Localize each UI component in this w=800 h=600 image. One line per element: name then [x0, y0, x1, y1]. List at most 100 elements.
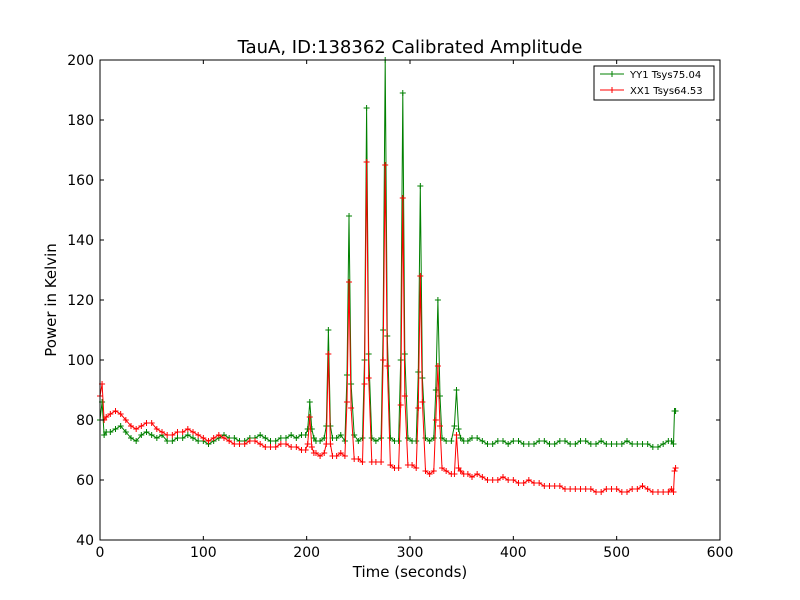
axes: 0 100 200 300 400 500 600 40 60 80 100 120 140 160 180… [67, 53, 733, 561]
data-point [671, 468, 678, 474]
data-point [341, 438, 348, 444]
data-point [361, 381, 368, 387]
data-point [148, 420, 155, 426]
data-point [325, 327, 332, 333]
data-point [655, 489, 661, 495]
data-point [598, 438, 605, 444]
data-point [546, 483, 553, 489]
data-point [283, 435, 289, 441]
data-point [510, 477, 517, 483]
data-point [231, 435, 238, 441]
data-point [525, 477, 532, 483]
data-point [432, 417, 439, 423]
y-tick-label: 40 [76, 533, 94, 549]
data-point [267, 438, 274, 444]
data-point [133, 426, 140, 432]
data-point [541, 438, 548, 444]
data-point [122, 429, 129, 435]
legend: YY1 Tsys75.04 XX1 Tsys64.53 [593, 65, 715, 101]
data-point [500, 474, 506, 480]
y-tick-label: 160 [67, 173, 94, 189]
data-point [179, 435, 186, 441]
data-point [430, 468, 437, 474]
data-point [241, 441, 248, 447]
data-point [672, 408, 679, 414]
data-point [169, 432, 176, 438]
data-point [505, 477, 512, 483]
data-point [624, 438, 630, 444]
data-point [439, 465, 446, 471]
data-point [484, 441, 491, 447]
data-point [655, 444, 661, 450]
data-point [531, 441, 537, 447]
data-point [430, 435, 437, 441]
data-point [556, 483, 563, 489]
data-point [520, 441, 527, 447]
data-point [525, 441, 532, 447]
data-point [644, 441, 651, 447]
data-point [660, 441, 667, 447]
data-point [128, 435, 134, 441]
y-tick-label: 120 [67, 293, 94, 309]
data-point [500, 438, 506, 444]
chart-title: TauA, ID:138362 Calibrated Amplitude [237, 37, 583, 58]
data-point [317, 453, 324, 459]
data-point [577, 438, 584, 444]
data-point [195, 438, 202, 444]
data-point [443, 438, 450, 444]
data-point [469, 435, 475, 441]
data-point [413, 465, 420, 471]
data-point [153, 426, 160, 432]
data-point [582, 486, 589, 492]
data-point [293, 444, 300, 450]
data-point [474, 471, 481, 477]
data-point [226, 438, 233, 444]
data-point [422, 468, 429, 474]
data-point [368, 435, 375, 441]
data-point [551, 483, 558, 489]
data-point [283, 441, 289, 447]
data-point [143, 420, 150, 426]
data-point [417, 273, 424, 279]
data-point [272, 438, 279, 444]
data-point [306, 414, 313, 420]
data-point [531, 480, 537, 486]
legend-label-xx1: XX1 Tsys64.53 [630, 86, 703, 97]
data-point [148, 432, 155, 438]
x-tick-label: 500 [603, 545, 630, 561]
data-point [624, 489, 630, 495]
data-point [312, 450, 319, 456]
data-point [639, 483, 646, 489]
x-tick-label: 600 [707, 545, 734, 561]
data-point [541, 483, 548, 489]
data-point [117, 411, 124, 417]
data-point [634, 441, 641, 447]
data-point [598, 489, 605, 495]
data-point [434, 363, 441, 369]
data-point [372, 459, 379, 465]
data-point [432, 387, 439, 393]
legend-marker-xx1 [609, 87, 615, 93]
y-tick-label: 60 [76, 473, 94, 489]
data-point [122, 417, 129, 423]
data-point [494, 438, 501, 444]
data-point [672, 465, 679, 471]
data-point [348, 405, 355, 411]
data-point [670, 441, 677, 447]
data-point [417, 183, 424, 189]
data-point [404, 435, 411, 441]
data-point [200, 435, 207, 441]
data-point [351, 432, 358, 438]
legend-marker-yy1 [609, 71, 615, 77]
data-point [520, 480, 527, 486]
data-point [164, 438, 171, 444]
data-point [567, 441, 574, 447]
y-tick-label: 140 [67, 233, 94, 249]
data-point [613, 441, 620, 447]
data-point [649, 444, 656, 450]
data-point [577, 486, 584, 492]
data-point [613, 486, 620, 492]
data-point [359, 435, 366, 441]
data-point [515, 480, 522, 486]
data-point [464, 438, 471, 444]
